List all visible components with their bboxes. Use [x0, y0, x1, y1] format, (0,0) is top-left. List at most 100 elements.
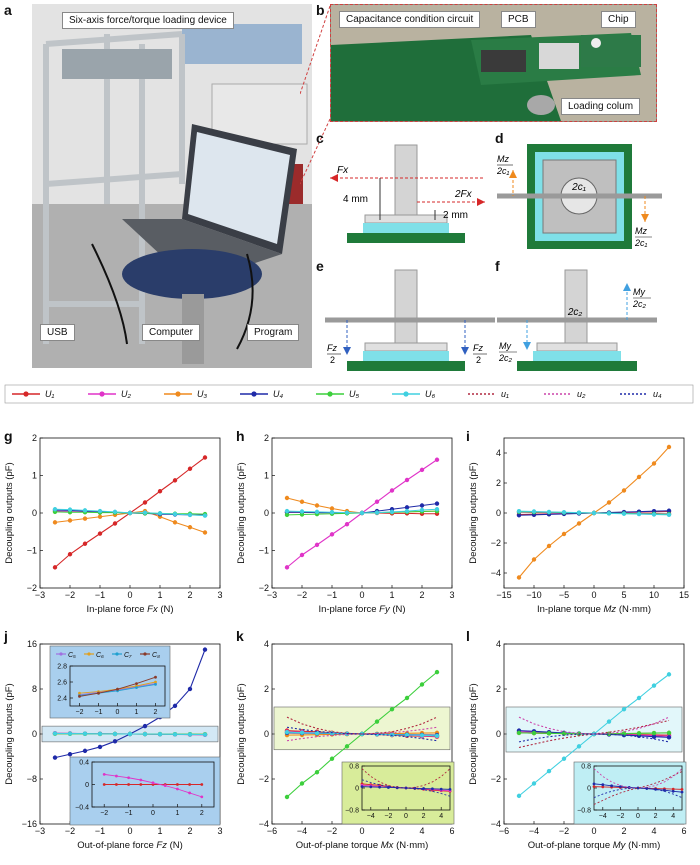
y-tick-label: 1 [264, 471, 269, 481]
y-tick-label: 2.8 [57, 663, 67, 670]
label-fz-num-right: Fz [473, 343, 483, 353]
chart-h-point-U6 [329, 510, 335, 515]
chart-g-point-U1 [52, 565, 58, 570]
chart-g-point-U6 [127, 510, 133, 516]
x-tick-label: 2 [422, 813, 426, 820]
x-tick-label: 1 [157, 826, 162, 836]
chart-j-inset-top-point-C8 [135, 682, 138, 685]
x-tick-label: 0 [591, 590, 596, 600]
x-tick-label: −2 [65, 826, 75, 836]
chart-g-point-U6 [172, 511, 178, 517]
chart-k-point-U5 [389, 707, 395, 712]
x-tick-label: 0 [591, 826, 596, 836]
y-tick-label: 0 [85, 782, 89, 789]
chart-h-point-U6 [359, 510, 365, 516]
chart-k-point-U6 [299, 730, 305, 735]
chart-i-point-U3 [561, 531, 567, 537]
chart-l-point-U5 [636, 731, 642, 736]
chart-h-point-U4 [404, 505, 410, 510]
y-tick-label: −2 [259, 774, 269, 784]
chart-k-inset-point-U4 [431, 787, 434, 791]
chart-l-point-U5 [516, 730, 522, 736]
chart-h-point-U6 [404, 508, 410, 514]
chart-l-point-U6 [531, 781, 537, 786]
chart-i-point-U3 [546, 543, 552, 549]
photo-b: Capacitance condition circuit PCB Chip L… [330, 4, 657, 122]
label-2c2-center: 2c₂ [567, 307, 583, 318]
chart-h-point-U2 [374, 499, 380, 504]
y-tick-label: 1 [32, 471, 37, 481]
chart-j-inset-bottom-point-U1 [127, 783, 130, 786]
chart-k-point-U6 [419, 733, 425, 738]
chart-k-point-U5 [299, 781, 305, 786]
chart-j-inset-bottom-point-U2 [115, 774, 118, 778]
y-tick-label: 0 [587, 785, 591, 792]
chart-g-point-U1 [172, 478, 178, 483]
chart-h-point-U2 [389, 488, 395, 493]
chart-i-point-U6 [666, 512, 672, 517]
inset-legend-C6: C₆ [96, 652, 104, 659]
chart-j-inset-bottom-point-U1 [188, 783, 192, 786]
y-tick-label: 4 [496, 639, 501, 649]
label-program: Program [247, 324, 300, 341]
chart-i-point-U6 [606, 511, 612, 516]
dim-2mm: 2 mm [443, 210, 468, 221]
y-axis-label: Decoupling outputs (pF) [4, 462, 15, 563]
y-axis-label: Decoupling outputs (pF) [4, 683, 15, 784]
chart-j-inset-bottom-point-U2 [102, 772, 106, 776]
x-tick-label: 0 [359, 590, 364, 600]
label-mz-num-left: Mz [497, 154, 509, 164]
chart-k-point-U5 [419, 682, 425, 687]
y-tick-label: −16 [22, 819, 37, 829]
inset-legend-C5: C₅ [68, 652, 76, 659]
chart-h-point-U6 [434, 507, 440, 512]
chart-j-inset-bottom-point-U2 [163, 784, 167, 788]
y-tick-label: 0 [264, 729, 269, 739]
chart-l-point-U5 [531, 730, 537, 736]
legend-label-U2: U₂ [121, 389, 131, 399]
chart-j-point-U4 [202, 647, 208, 652]
y-axis-label: Decoupling outputs (pF) [468, 683, 479, 784]
chart-i-point-U4 [516, 513, 522, 518]
chart-h-point-U3 [284, 495, 290, 501]
chart-l-series-u4 [518, 733, 670, 743]
chart-h-point-U3 [299, 499, 305, 504]
legend-label-u4: u₄ [653, 389, 662, 399]
chart-j-point-U6 [157, 732, 163, 737]
y-tick-label: 2 [264, 433, 269, 443]
x-tick-label: −2 [384, 813, 392, 820]
chart-g-point-U6 [187, 512, 193, 518]
chart-l-series-u2 [518, 716, 670, 735]
x-tick-label: −15 [496, 590, 511, 600]
x-tick-label: 1 [157, 590, 162, 600]
chart-g-point-U6 [67, 507, 73, 512]
photo-a: Six-axis force/torque loading device USB… [32, 4, 312, 368]
x-tick-label: 2 [654, 813, 658, 820]
panel-letter-j: j [4, 628, 8, 644]
chart-i: −15 −10 −5 0 5 10 15 −4 −2 0 2 4 In-plane torque Mz … [468, 437, 689, 615]
legend: U₁ U₂ U₃ U₄ U₅ U₆ u₁ u₂ u₄ [4, 384, 694, 404]
x-tick-label: −4 [367, 813, 375, 820]
chart-j-inset-top-point-C6 [78, 691, 81, 695]
y-tick-label: 0 [496, 729, 501, 739]
label-chip: Chip [601, 11, 636, 28]
x-tick-label: 1 [135, 709, 139, 716]
label-my-den-left: 2c₂ [498, 353, 513, 363]
chart-j-point-U6 [127, 731, 133, 737]
chart-i-point-U6 [651, 512, 657, 517]
chart-i-point-U6 [516, 509, 522, 514]
chart-j-point-U4 [112, 739, 118, 744]
y-tick-label: 0 [32, 508, 37, 518]
chart-j-point-U6 [112, 731, 118, 737]
chart-j-inset-bottom-point-U1 [200, 783, 204, 786]
chart-i-point-U3 [666, 444, 672, 450]
chart-h-point-U3 [314, 503, 320, 508]
label-fz-den-right: 2 [476, 355, 481, 365]
chart-g-point-U1 [67, 552, 73, 557]
chart-l-point-U6 [516, 793, 522, 799]
inset-legend-C7: C₇ [124, 652, 132, 659]
panel-letter-b: b [316, 2, 325, 18]
label-mz-den-right: 2c₁ [634, 238, 648, 248]
x-tick-label: 2 [154, 709, 158, 716]
y-tick-label: −4 [491, 819, 501, 829]
